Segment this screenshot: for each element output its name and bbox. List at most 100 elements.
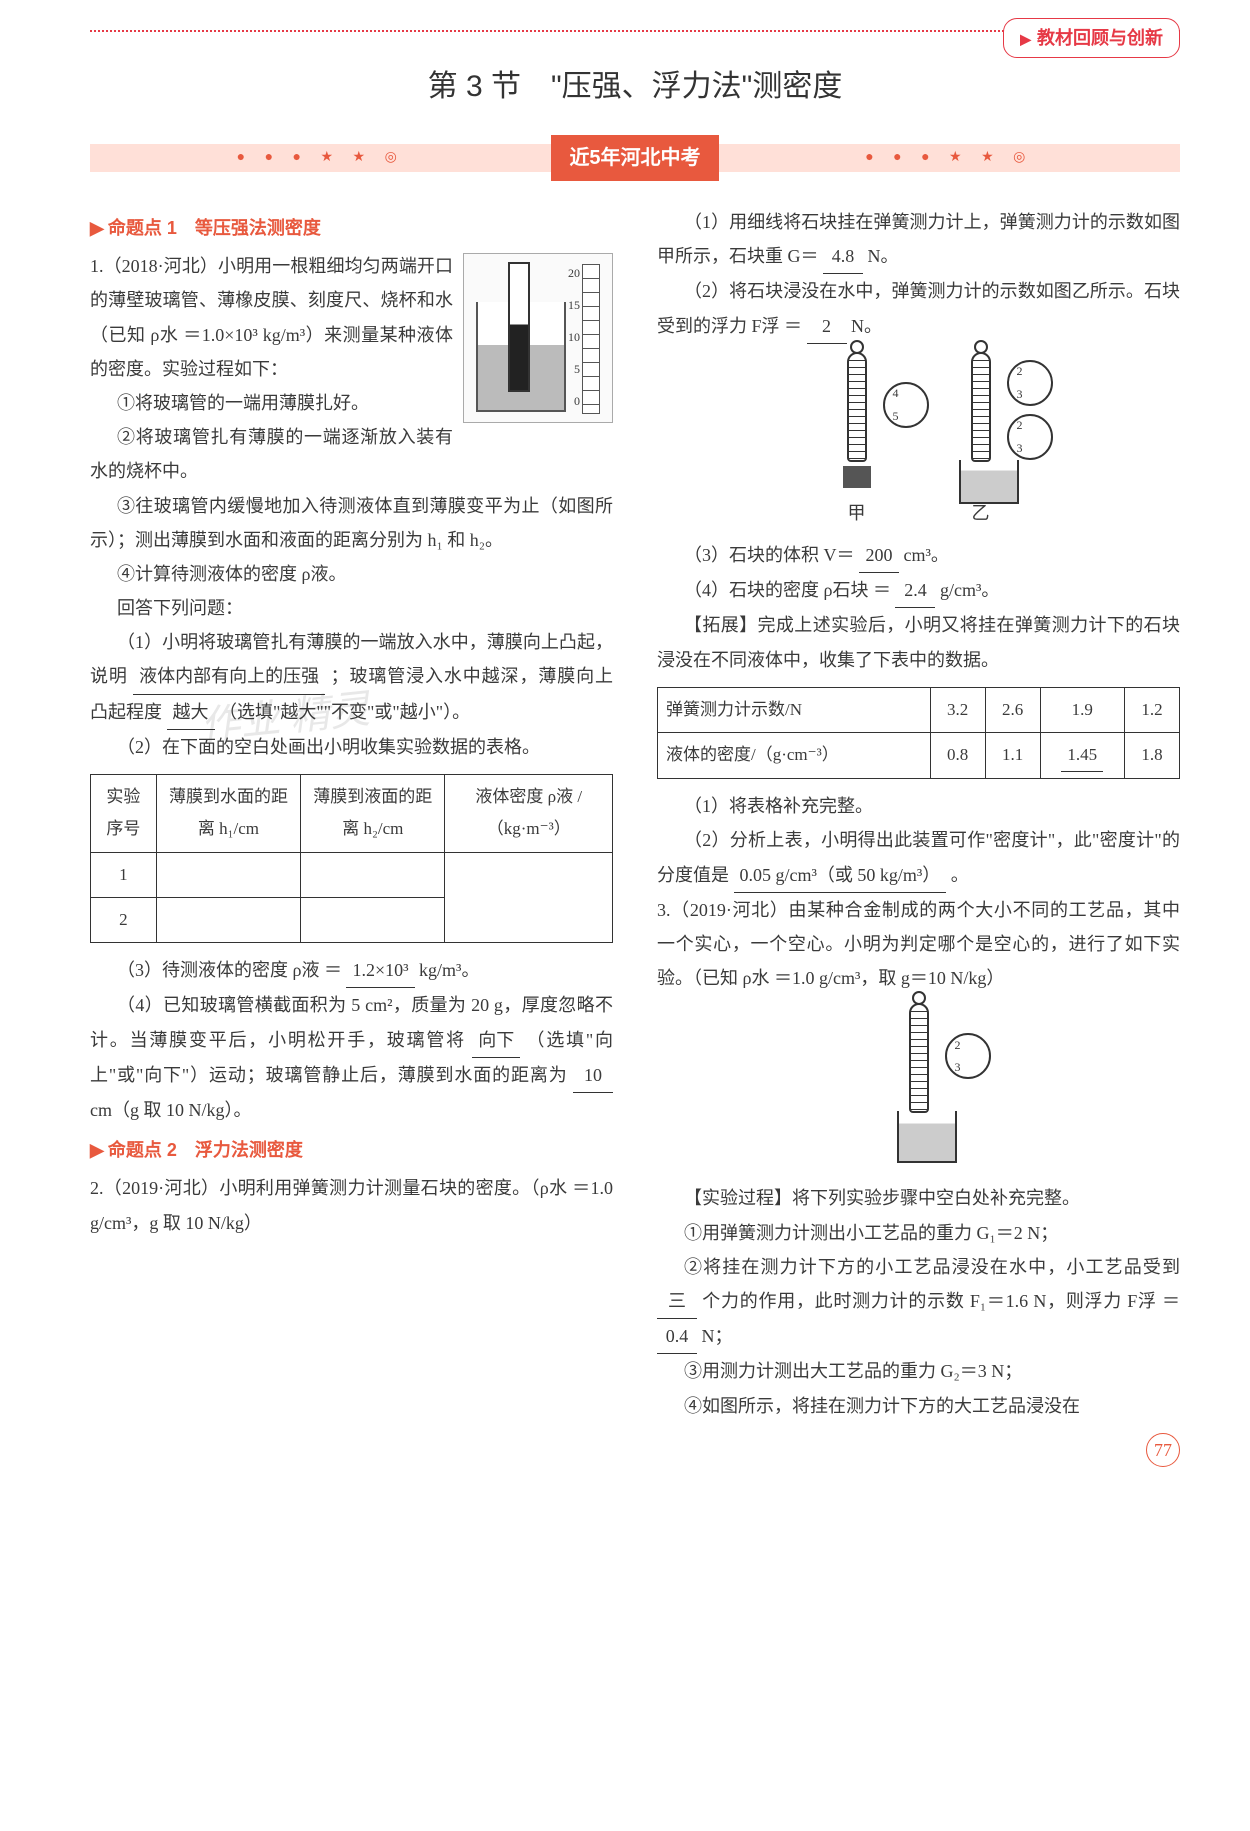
blank: 1.45: [1061, 739, 1103, 772]
text: N。: [868, 246, 899, 266]
q1-sub1: （1）小明将玻璃管扎有薄膜的一端放入水中，薄膜向上凸起，说明 液体内部有向上的压…: [90, 625, 613, 730]
topic-1-label: 命题点 1 等压强法测密度: [108, 218, 321, 238]
q1-figure: 20 15 10 5 0: [463, 253, 613, 423]
blank: 200: [859, 538, 899, 573]
banner-right-deco: ● ● ● ★ ★ ◎: [719, 144, 1180, 172]
q1-sub4: （4）已知玻璃管横截面积为 5 cm²，质量为 20 g，厚度忽略不计。当薄膜变…: [90, 988, 613, 1127]
q1-step4: ④计算待测液体的密度 ρ液。: [90, 557, 613, 591]
text: （2）将石块浸没在水中，弹簧测力计的示数如图乙所示。石块受到的浮力 F浮 ＝: [657, 281, 1180, 335]
ruler-tick: 0: [574, 390, 580, 413]
ext-sub2: （2）分析上表，小明得出此装置可作"密度计"，此"密度计"的分度值是 0.05 …: [657, 823, 1180, 892]
text: （选填"越大""不变"或"越小"）。: [219, 702, 470, 722]
th: 液体的密度/（g·cm⁻³）: [658, 732, 931, 778]
th: 弹簧测力计示数/N: [658, 687, 931, 732]
zoom-num: 3: [955, 1056, 961, 1079]
td: [301, 897, 445, 942]
zoom-icon: 2 3: [1007, 360, 1053, 406]
td: 1.1: [985, 732, 1040, 778]
zoom-num: 2: [955, 1034, 961, 1057]
q1-sub2: （2）在下面的空白处画出小明收集实验数据的表格。: [90, 730, 613, 764]
th: 薄膜到液面的距离 h₂/cm: [301, 775, 445, 853]
zoom-num: 2: [1017, 360, 1023, 383]
td: 3.2: [930, 687, 985, 732]
td: 1.9: [1040, 687, 1124, 732]
blank: 2.4: [895, 573, 935, 608]
q3-step3: ③用测力计测出大工艺品的重力 G₂＝3 N；: [657, 1354, 1180, 1388]
right-column: （1）用细线将石块挂在弹簧测力计上，弹簧测力计的示数如图甲所示，石块重 G＝ 4…: [657, 205, 1180, 1423]
ruler-shape: [582, 264, 600, 414]
zoom-icon: 2 3: [1007, 414, 1053, 460]
blank: 2: [807, 309, 847, 344]
text: （1）用细线将石块挂在弹簧测力计上，弹簧测力计的示数如图甲所示，石块重 G＝: [657, 212, 1180, 266]
tube-shape: [508, 262, 530, 392]
extension-hdr: 【拓展】完成上述实验后，小明又将挂在弹簧测力计下的石块浸没在不同液体中，收集了下…: [657, 608, 1180, 676]
text: cm³。: [904, 545, 949, 565]
topic-2-label: 命题点 2 浮力法测密度: [108, 1140, 303, 1160]
zoom-num: 5: [893, 405, 899, 428]
td: [156, 897, 300, 942]
page-number-value: 77: [1146, 1433, 1180, 1467]
text: 个力的作用，此时测力计的示数 F₁＝1.6 N，则浮力 F浮 ＝: [702, 1291, 1180, 1311]
header-rule: 教材回顾与创新: [90, 30, 1180, 32]
text: cm（g 取 10 N/kg）。: [90, 1100, 252, 1120]
label-jia: 甲: [835, 496, 879, 530]
ruler-tick: 5: [574, 358, 580, 381]
q1-step3: ③往玻璃管内缓慢地加入待测液体直到薄膜变平为止（如图所示）；测出薄膜到水面和液面…: [90, 489, 613, 557]
zoom-num: 3: [1017, 437, 1023, 460]
text: kg/m³。: [419, 960, 479, 980]
banner: ● ● ● ★ ★ ◎ 近5年河北中考 ● ● ● ★ ★ ◎: [90, 135, 1180, 181]
td: 2.6: [985, 687, 1040, 732]
blank: 越大: [167, 695, 215, 730]
q2-sub4: （4）石块的密度 ρ石块 ＝ 2.4 g/cm³。: [657, 573, 1180, 608]
q2-sub2: （2）将石块浸没在水中，弹簧测力计的示数如图乙所示。石块受到的浮力 F浮 ＝ 2…: [657, 274, 1180, 343]
td: 1.2: [1124, 687, 1179, 732]
header-badge: 教材回顾与创新: [1003, 18, 1180, 58]
text: （4）石块的密度 ρ石块 ＝: [684, 580, 891, 600]
q3-figure: 2 3: [657, 1003, 1180, 1173]
text: g/cm³。: [940, 580, 999, 600]
th: 薄膜到水面的距离 h₁/cm: [156, 775, 300, 853]
q1-step2: ②将玻璃管扎有薄膜的一端逐渐放入装有水的烧杯中。: [90, 420, 613, 488]
td: [301, 852, 445, 897]
text: N；: [702, 1326, 733, 1346]
zoom-num: 3: [1017, 383, 1023, 406]
td: 1: [91, 852, 157, 897]
spring-jia: 4 5 甲: [835, 352, 879, 530]
zoom-num: 2: [1017, 414, 1023, 437]
blank: 0.4: [657, 1319, 697, 1354]
ruler-tick: 20: [568, 262, 580, 285]
blank: 0.05 g/cm³（或 50 kg/m³）: [734, 858, 947, 893]
td: 2: [91, 897, 157, 942]
zoom-icon: 4 5: [883, 382, 929, 428]
section-title: 第 3 节 "压强、浮力法"测密度: [90, 58, 1180, 115]
td: 1.8: [1124, 732, 1179, 778]
q2-figure: 4 5 甲 2 3 2 3: [657, 352, 1180, 530]
th: 液体密度 ρ液 /（kg·m⁻³）: [445, 775, 613, 853]
zoom-icon: 2 3: [945, 1033, 991, 1079]
q3-proc-hdr: 【实验过程】将下列实验步骤中空白处补充完整。: [657, 1181, 1180, 1215]
banner-mid-label: 近5年河北中考: [551, 135, 718, 181]
q2-stem: 2.（2019·河北）小明利用弹簧测力计测量石块的密度。（ρ水 ＝1.0 g/c…: [90, 1171, 613, 1239]
text: （3）待测液体的密度 ρ液 ＝: [117, 960, 342, 980]
td: 0.8: [930, 732, 985, 778]
page-number: 77: [90, 1433, 1180, 1467]
q2-sub1: （1）用细线将石块挂在弹簧测力计上，弹簧测力计的示数如图甲所示，石块重 G＝ 4…: [657, 205, 1180, 274]
blank: 三: [657, 1284, 697, 1319]
blank: 10: [573, 1058, 613, 1093]
text: 。: [951, 865, 969, 885]
text: （3）石块的体积 V＝: [684, 545, 855, 565]
topic-2: ▶命题点 2 浮力法测密度: [90, 1133, 613, 1167]
blank: 1.2×10³: [346, 953, 414, 988]
q2-sub3: （3）石块的体积 V＝ 200 cm³。: [657, 538, 1180, 573]
text: N。: [851, 316, 882, 336]
q1-sub3: （3）待测液体的密度 ρ液 ＝ 1.2×10³ kg/m³。: [90, 953, 613, 988]
ext-sub1: （1）将表格补充完整。: [657, 789, 1180, 823]
zoom-num: 4: [893, 382, 899, 405]
q3-step4: ④如图所示，将挂在测力计下方的大工艺品浸没在: [657, 1389, 1180, 1423]
text: ②将挂在测力计下方的小工艺品浸没在水中，小工艺品受到: [684, 1257, 1180, 1277]
td: [445, 852, 613, 943]
q1-data-table: 实验序号 薄膜到水面的距离 h₁/cm 薄膜到液面的距离 h₂/cm 液体密度 …: [90, 774, 613, 943]
blank: 向下: [472, 1023, 520, 1058]
q3-step1: ①用弹簧测力计测出小工艺品的重力 G₁＝2 N；: [657, 1216, 1180, 1250]
spring-yi: 2 3 2 3 乙: [959, 352, 1003, 530]
